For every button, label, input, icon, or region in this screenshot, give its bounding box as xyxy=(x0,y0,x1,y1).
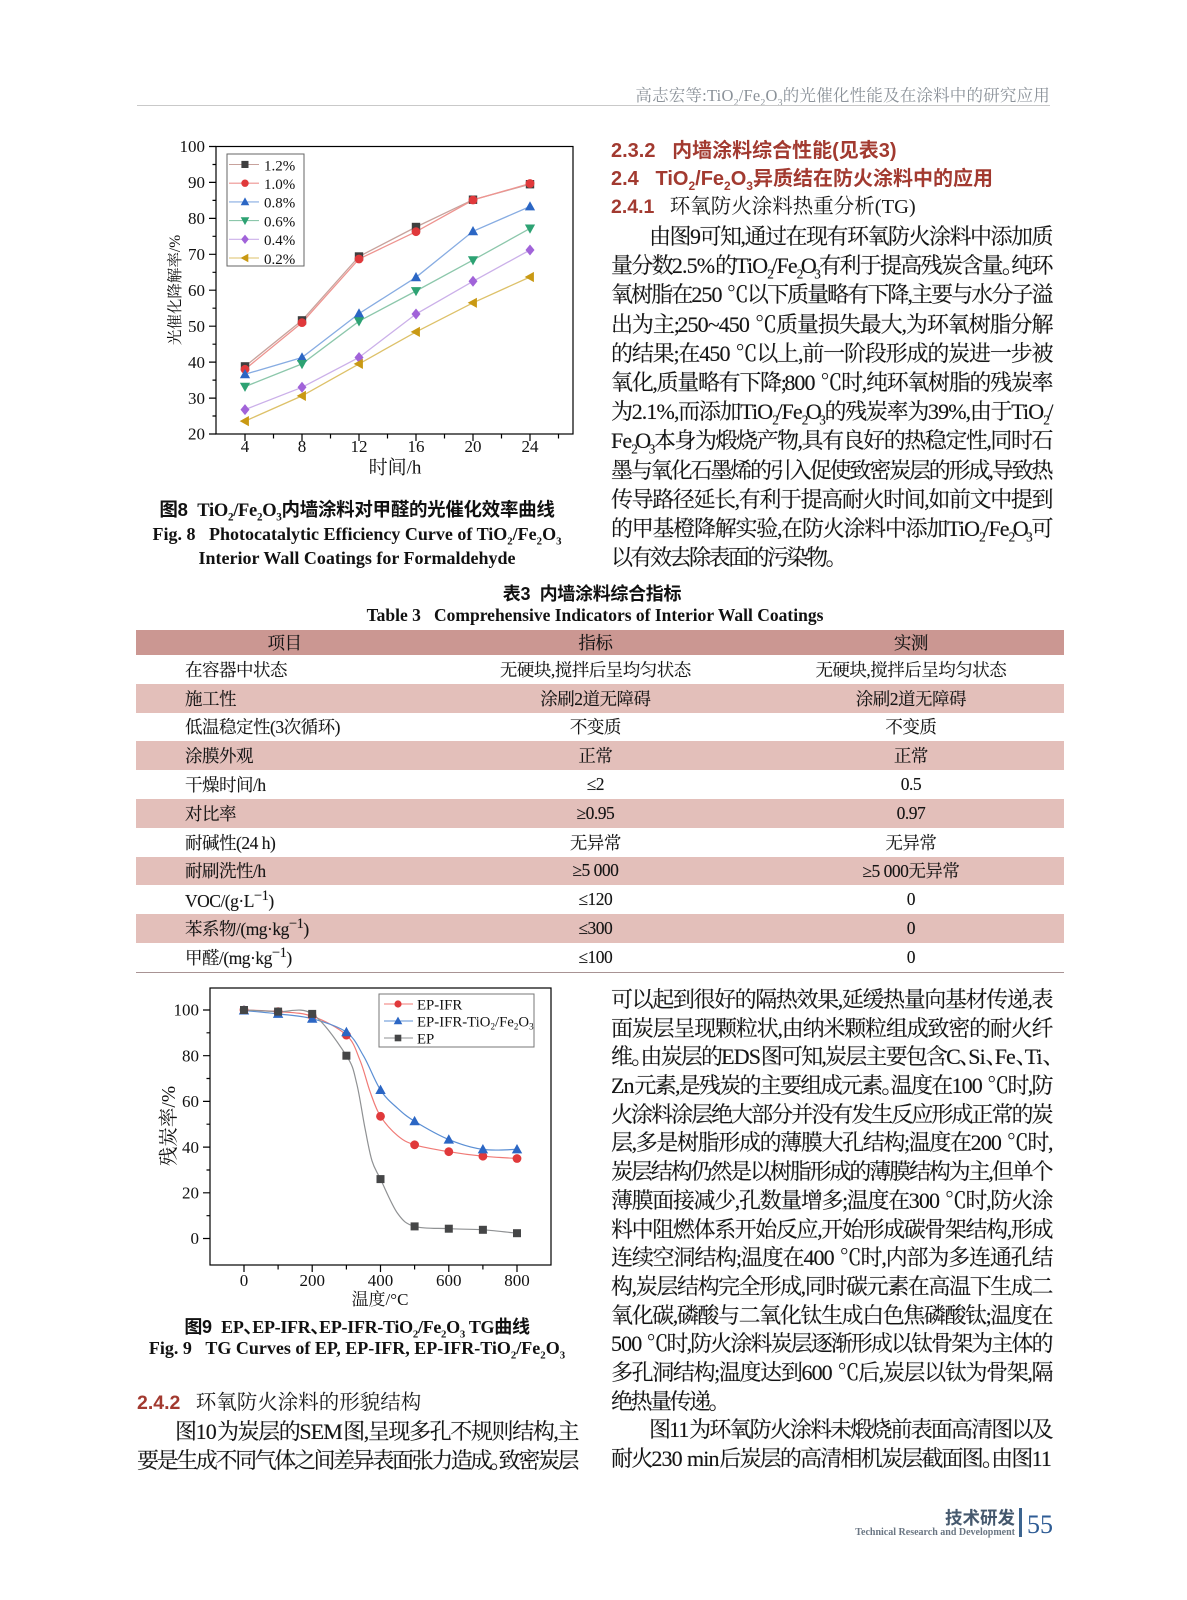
svg-text:24: 24 xyxy=(522,437,540,456)
svg-text:EP-IFR-TiO2/Fe2O3: EP-IFR-TiO2/Fe2O3 xyxy=(417,1015,534,1032)
svg-text:600: 600 xyxy=(436,1271,462,1290)
svg-text:40: 40 xyxy=(188,353,205,372)
svg-text:1.2%: 1.2% xyxy=(264,158,295,174)
svg-text:0: 0 xyxy=(191,1229,200,1248)
svg-text:8: 8 xyxy=(298,437,307,456)
svg-text:16: 16 xyxy=(408,437,425,456)
svg-text:100: 100 xyxy=(180,138,206,156)
svg-text:400: 400 xyxy=(368,1271,394,1290)
svg-text:60: 60 xyxy=(188,281,205,300)
svg-text:80: 80 xyxy=(188,209,205,228)
svg-text:残炭率/%: 残炭率/% xyxy=(158,1086,180,1166)
svg-text:30: 30 xyxy=(188,389,205,408)
svg-text:60: 60 xyxy=(182,1092,199,1111)
svg-text:40: 40 xyxy=(182,1138,199,1157)
svg-text:时间/h: 时间/h xyxy=(369,457,422,479)
svg-text:200: 200 xyxy=(299,1271,325,1290)
svg-text:0.8%: 0.8% xyxy=(264,196,295,212)
svg-text:90: 90 xyxy=(188,173,205,192)
svg-text:50: 50 xyxy=(188,317,205,336)
svg-text:EP-IFR: EP-IFR xyxy=(417,998,462,1014)
svg-text:光催化降解率/%: 光催化降解率/% xyxy=(165,235,184,345)
svg-text:0.2%: 0.2% xyxy=(264,252,295,268)
svg-text:0.6%: 0.6% xyxy=(264,214,295,230)
svg-text:EP: EP xyxy=(417,1032,434,1048)
svg-text:1.0%: 1.0% xyxy=(264,177,295,193)
svg-text:20: 20 xyxy=(188,425,205,444)
svg-text:80: 80 xyxy=(182,1046,199,1065)
svg-text:12: 12 xyxy=(351,437,368,456)
svg-text:0.4%: 0.4% xyxy=(264,233,295,249)
svg-text:4: 4 xyxy=(241,437,250,456)
svg-text:温度/°C: 温度/°C xyxy=(352,1290,409,1309)
svg-text:100: 100 xyxy=(174,1001,200,1020)
svg-text:20: 20 xyxy=(182,1184,199,1203)
svg-text:800: 800 xyxy=(504,1271,530,1290)
svg-text:70: 70 xyxy=(188,245,205,264)
svg-text:0: 0 xyxy=(240,1271,249,1290)
svg-text:20: 20 xyxy=(465,437,482,456)
